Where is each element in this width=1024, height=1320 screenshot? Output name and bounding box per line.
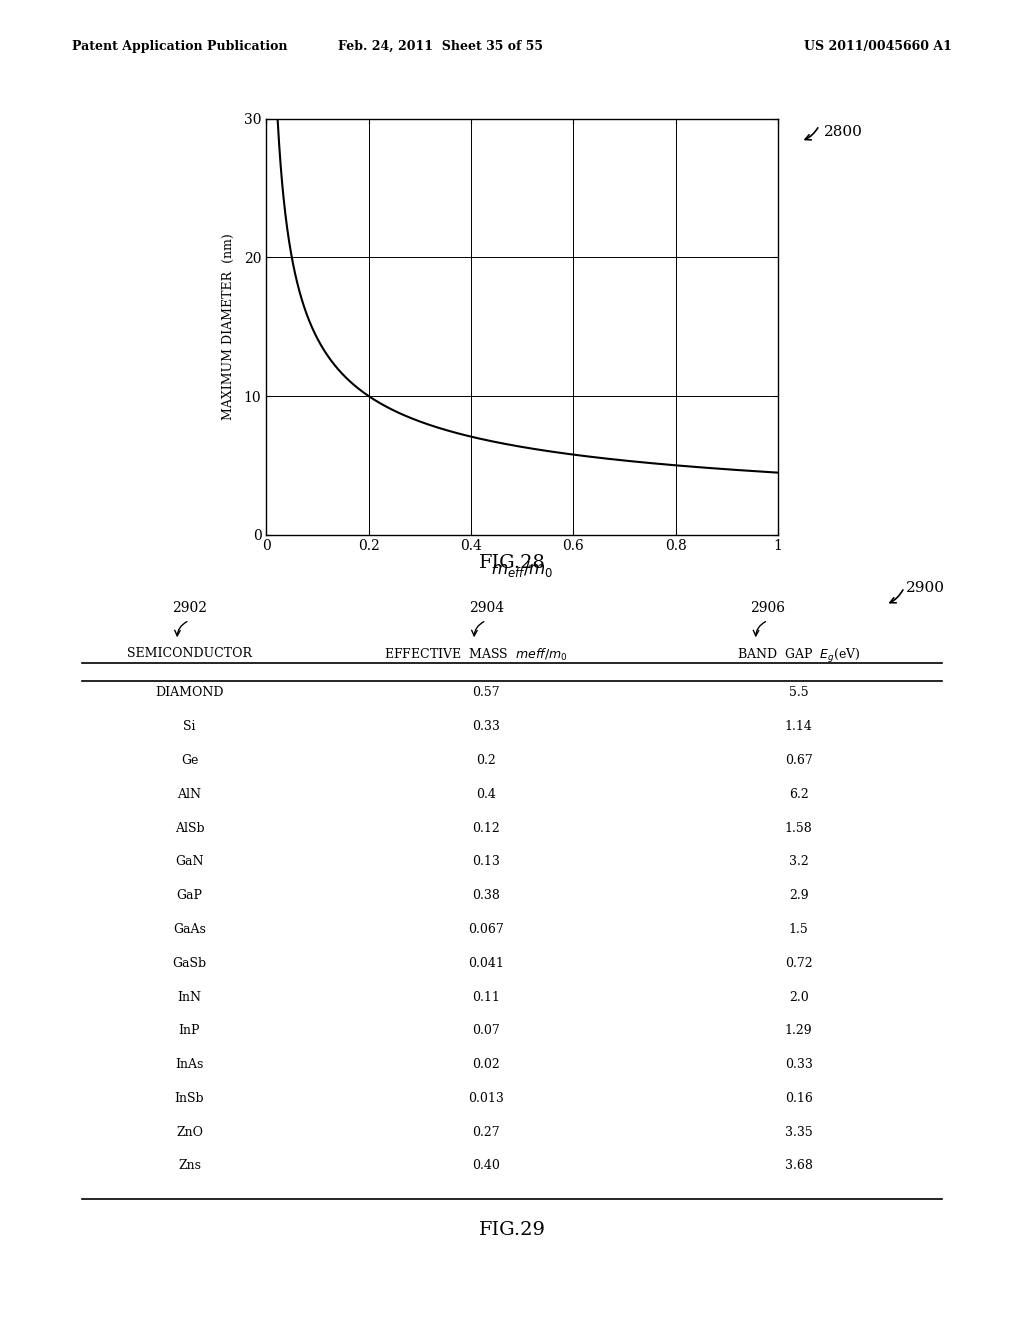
Text: AlN: AlN bbox=[177, 788, 202, 801]
Text: AlSb: AlSb bbox=[175, 821, 204, 834]
Text: FIG.29: FIG.29 bbox=[478, 1221, 546, 1239]
Text: 3.2: 3.2 bbox=[788, 855, 809, 869]
Text: 2800: 2800 bbox=[824, 125, 863, 140]
Text: InP: InP bbox=[179, 1024, 200, 1038]
Text: 0.38: 0.38 bbox=[472, 890, 501, 902]
Text: 2.0: 2.0 bbox=[788, 990, 809, 1003]
Text: 2902: 2902 bbox=[172, 601, 207, 615]
Text: InN: InN bbox=[177, 990, 202, 1003]
Text: 6.2: 6.2 bbox=[788, 788, 809, 801]
Y-axis label: MAXIMUM DIAMETER  (nm): MAXIMUM DIAMETER (nm) bbox=[222, 234, 236, 420]
Text: 3.68: 3.68 bbox=[784, 1159, 813, 1172]
Text: GaN: GaN bbox=[175, 855, 204, 869]
Text: US 2011/0045660 A1: US 2011/0045660 A1 bbox=[805, 40, 952, 53]
Text: GaSb: GaSb bbox=[172, 957, 207, 970]
Text: 1.5: 1.5 bbox=[788, 923, 809, 936]
Text: 0.067: 0.067 bbox=[469, 923, 504, 936]
Text: 0.16: 0.16 bbox=[784, 1092, 813, 1105]
Text: InAs: InAs bbox=[175, 1059, 204, 1071]
Text: 0.57: 0.57 bbox=[473, 686, 500, 700]
Text: 2906: 2906 bbox=[751, 601, 785, 615]
Text: EFFECTIVE  MASS  $meff/m_0$: EFFECTIVE MASS $meff/m_0$ bbox=[384, 647, 568, 663]
Text: ZnO: ZnO bbox=[176, 1126, 203, 1139]
Text: 1.14: 1.14 bbox=[784, 721, 813, 733]
Text: 5.5: 5.5 bbox=[788, 686, 809, 700]
Text: Feb. 24, 2011  Sheet 35 of 55: Feb. 24, 2011 Sheet 35 of 55 bbox=[338, 40, 543, 53]
Text: 0.13: 0.13 bbox=[472, 855, 501, 869]
Text: 0.041: 0.041 bbox=[468, 957, 505, 970]
Text: 0.07: 0.07 bbox=[472, 1024, 501, 1038]
Text: 2904: 2904 bbox=[469, 601, 504, 615]
Text: GaP: GaP bbox=[176, 890, 203, 902]
Text: 3.35: 3.35 bbox=[784, 1126, 813, 1139]
Text: DIAMOND: DIAMOND bbox=[156, 686, 223, 700]
Text: 0.33: 0.33 bbox=[472, 721, 501, 733]
Text: 0.12: 0.12 bbox=[472, 821, 501, 834]
Text: FIG.28: FIG.28 bbox=[478, 554, 546, 573]
X-axis label: $m_{eff}/m_0$: $m_{eff}/m_0$ bbox=[492, 558, 553, 579]
Text: SEMICONDUCTOR: SEMICONDUCTOR bbox=[127, 647, 252, 660]
Text: Patent Application Publication: Patent Application Publication bbox=[72, 40, 287, 53]
Text: 0.72: 0.72 bbox=[785, 957, 812, 970]
Text: 1.58: 1.58 bbox=[784, 821, 813, 834]
Text: 0.013: 0.013 bbox=[468, 1092, 505, 1105]
Text: 1.29: 1.29 bbox=[785, 1024, 812, 1038]
Text: 0.4: 0.4 bbox=[476, 788, 497, 801]
Text: BAND  GAP  $E_g$(eV): BAND GAP $E_g$(eV) bbox=[737, 647, 860, 665]
Text: 0.40: 0.40 bbox=[472, 1159, 501, 1172]
Text: GaAs: GaAs bbox=[173, 923, 206, 936]
Text: 0.11: 0.11 bbox=[472, 990, 501, 1003]
Text: Zns: Zns bbox=[178, 1159, 201, 1172]
Text: 2.9: 2.9 bbox=[788, 890, 809, 902]
Text: Si: Si bbox=[183, 721, 196, 733]
Text: 0.2: 0.2 bbox=[476, 754, 497, 767]
Text: 0.33: 0.33 bbox=[784, 1059, 813, 1071]
Text: 0.67: 0.67 bbox=[784, 754, 813, 767]
Text: Ge: Ge bbox=[181, 754, 198, 767]
Text: InSb: InSb bbox=[175, 1092, 204, 1105]
Text: 0.27: 0.27 bbox=[473, 1126, 500, 1139]
Text: 2900: 2900 bbox=[906, 581, 945, 595]
Text: 0.02: 0.02 bbox=[472, 1059, 501, 1071]
